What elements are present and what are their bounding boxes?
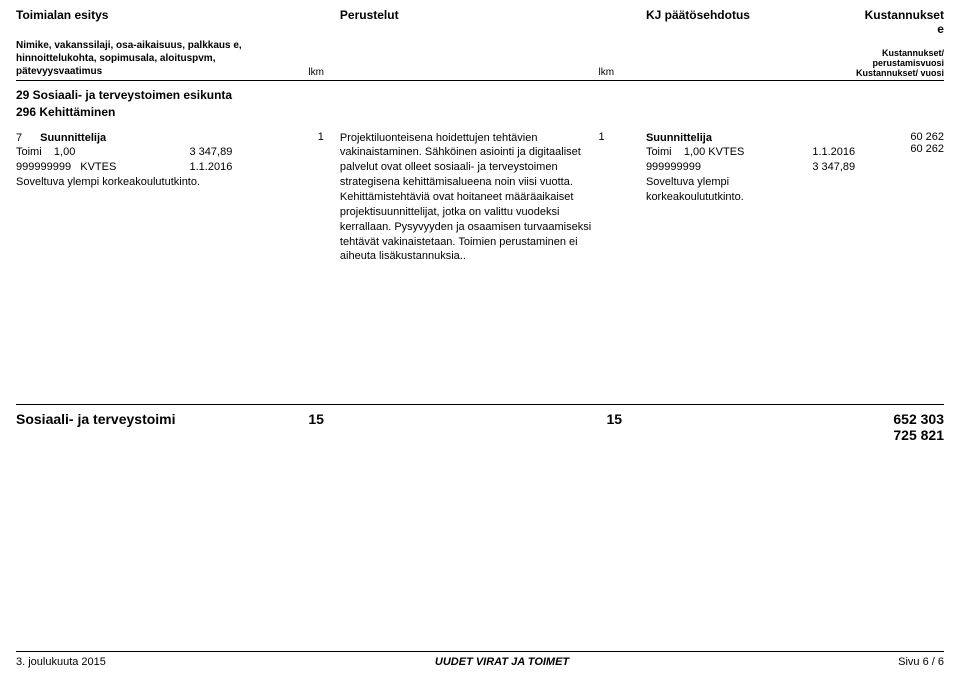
total-label: Sosiaali- ja terveystoimi <box>16 411 292 443</box>
total-divider <box>16 404 944 405</box>
kj-l2b: 1,00 KVTES <box>684 146 745 158</box>
kj-title: Suunnittelija <box>646 131 855 146</box>
total-c2: 725 821 <box>855 427 944 443</box>
total-n2: 15 <box>598 411 638 443</box>
kj-l2c: 1.1.2016 <box>812 145 855 160</box>
item-cost1: 60 262 <box>855 131 944 143</box>
footer-left: 3. joulukuuta 2015 <box>16 656 106 668</box>
header-top-row: Toimialan esitys Perustelut KJ päätösehd… <box>16 8 944 36</box>
header-divider <box>16 80 944 81</box>
item-cost2: 60 262 <box>855 143 944 155</box>
data-row: 7 Suunnittelija Toimi 1,00 3 347,89 9999… <box>16 131 944 265</box>
section-line1: 29 Sosiaali- ja terveystoimen esikunta <box>16 87 944 104</box>
hdr-lkm1: lkm <box>292 67 324 78</box>
item-kj-lkm: 1 <box>598 131 637 143</box>
item-l2c: 3 347,89 <box>190 145 233 160</box>
item-title: Suunnittelija <box>40 131 106 146</box>
hdr-kj: KJ päätösehdotus <box>646 8 855 22</box>
hdr-left-title: Toimialan esitys <box>16 8 292 22</box>
kj-l3a: 999999999 <box>646 160 701 175</box>
hdr-kust-title: Kustannukset e <box>855 8 944 36</box>
total-c1: 652 303 <box>855 411 944 427</box>
footer-right: Sivu 6 / 6 <box>898 656 944 668</box>
total-row: Sosiaali- ja terveystoimi 15 15 652 303 … <box>16 411 944 443</box>
item-l3b: KVTES <box>80 161 116 173</box>
item-lkm1: 1 <box>292 131 332 143</box>
item-l3a: 999999999 <box>16 161 71 173</box>
hdr-kust-sub2: Kustannukset/ vuosi <box>855 68 944 78</box>
hdr-left-sub: Nimike, vakanssilaji, osa-aikaisuus, pal… <box>16 39 292 78</box>
page-content: Toimialan esitys Perustelut KJ päätösehd… <box>0 0 960 443</box>
kj-l3b: 3 347,89 <box>812 160 855 175</box>
kj-l2a: Toimi <box>646 146 672 158</box>
item-l2b: 1,00 <box>54 146 75 158</box>
hdr-lkm2: lkm <box>598 67 637 78</box>
footer-mid: UUDET VIRAT JA TOIMET <box>435 656 569 668</box>
item-perustelu: Projektiluonteisena hoidettujen tehtävie… <box>332 131 599 265</box>
section-block: 29 Sosiaali- ja terveystoimen esikunta 2… <box>16 87 944 121</box>
item-l3c: 1.1.2016 <box>190 160 233 175</box>
footer: 3. joulukuuta 2015 UUDET VIRAT JA TOIMET… <box>16 651 944 668</box>
header-bottom-row: Nimike, vakanssilaji, osa-aikaisuus, pal… <box>16 39 944 78</box>
hdr-perustelut: Perustelut <box>340 8 599 22</box>
section-line2: 296 Kehittäminen <box>16 104 944 121</box>
hdr-kust-sub1: Kustannukset/ perustamisvuosi <box>855 48 944 68</box>
item-num: 7 <box>16 131 22 146</box>
total-n1: 15 <box>292 411 332 443</box>
item-l4: Soveltuva ylempi korkeakoulututkinto. <box>16 175 292 190</box>
kj-l4: Soveltuva ylempi korkeakoulututkinto. <box>646 175 786 205</box>
item-l2a: Toimi <box>16 146 42 158</box>
